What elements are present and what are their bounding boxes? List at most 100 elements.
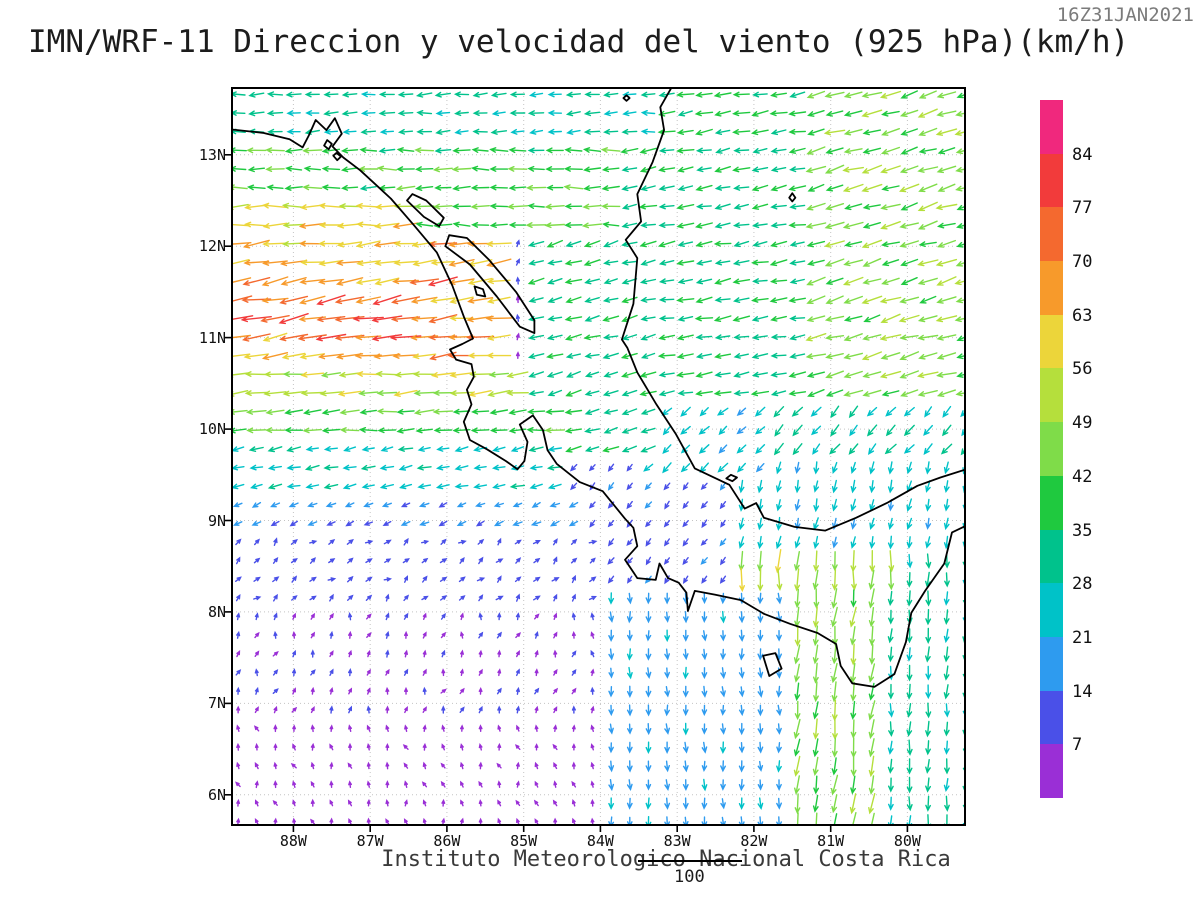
wind-arrow <box>584 446 600 453</box>
wind-arrow <box>881 259 900 267</box>
wind-arrow <box>794 775 800 795</box>
wind-arrow <box>328 538 336 545</box>
wind-arrow <box>906 664 913 682</box>
wind-arrow <box>720 798 726 810</box>
wind-arrow <box>825 147 844 155</box>
wind-arrow <box>533 595 541 601</box>
wind-arrow <box>323 446 338 452</box>
wind-arrow <box>366 817 371 825</box>
wind-arrow <box>924 406 933 418</box>
wind-arrow <box>843 352 863 360</box>
wind-arrow <box>235 576 242 582</box>
wind-arrow <box>770 390 787 397</box>
wind-arrow <box>273 612 278 621</box>
wind-arrow <box>738 816 745 825</box>
wind-arrow <box>582 147 602 153</box>
wind-arrow <box>899 222 919 229</box>
colorbar-segment <box>1040 744 1063 798</box>
wind-arrow <box>770 352 787 359</box>
wind-arrow <box>918 90 937 99</box>
wind-arrow <box>528 91 544 98</box>
wind-arrow <box>435 464 450 471</box>
wind-arrow <box>329 630 334 639</box>
wind-arrow <box>415 221 434 228</box>
wind-arrow <box>571 612 576 621</box>
wind-arrow <box>776 685 782 698</box>
wind-arrow <box>422 686 427 695</box>
wind-arrow <box>677 390 694 396</box>
wind-arrow <box>254 799 259 807</box>
wind-arrow <box>918 241 937 247</box>
wind-arrow <box>720 592 726 605</box>
wind-arrow <box>776 516 782 531</box>
wind-arrow <box>935 203 958 211</box>
wind-arrow <box>699 462 709 474</box>
wind-arrow <box>849 424 858 437</box>
wind-arrow <box>546 371 563 378</box>
wind-arrow <box>452 408 471 415</box>
wind-arrow <box>645 685 652 698</box>
wind-arrow <box>714 129 731 135</box>
wind-arrow <box>343 446 357 452</box>
wind-arrow <box>553 780 558 788</box>
wind-arrow <box>545 147 564 154</box>
wind-arrow <box>392 222 419 229</box>
wind-arrow <box>544 222 565 229</box>
wind-arrow <box>701 611 708 623</box>
wind-arrow <box>553 761 558 770</box>
wind-arrow <box>515 632 522 639</box>
wind-arrow <box>677 110 693 117</box>
wind-arrow <box>770 334 787 340</box>
wind-arrow <box>644 501 653 509</box>
wind-arrow <box>527 203 545 209</box>
wind-arrow <box>770 222 787 229</box>
wind-arrow <box>794 461 801 474</box>
wind-arrow <box>608 816 615 825</box>
wind-arrow <box>831 737 838 758</box>
wind-arrow <box>788 147 806 154</box>
wind-arrow <box>793 738 801 757</box>
wind-arrow <box>869 517 875 530</box>
wind-arrow <box>701 648 708 661</box>
wind-arrow <box>955 261 965 267</box>
wind-arrow <box>329 724 334 732</box>
wind-arrow <box>682 538 689 547</box>
wind-arrow <box>508 222 527 228</box>
wind-arrow <box>682 501 689 509</box>
wind-arrow <box>757 568 764 592</box>
wind-arrow <box>813 517 819 531</box>
wind-arrow <box>733 184 750 191</box>
wind-arrow <box>776 742 782 754</box>
wind-arrow <box>680 406 691 417</box>
wind-arrow <box>640 352 656 359</box>
wind-arrow <box>664 686 670 698</box>
wind-arrow <box>472 91 488 98</box>
wind-arrow <box>664 667 670 679</box>
wind-arrow <box>415 92 433 98</box>
wind-arrow <box>925 646 931 663</box>
wind-arrow <box>880 313 901 323</box>
wind-arrow <box>713 315 732 322</box>
wind-arrow <box>639 278 657 285</box>
wind-arrow <box>900 146 918 155</box>
wind-arrow <box>794 499 801 512</box>
wind-arrow <box>348 687 353 695</box>
wind-arrow <box>849 606 857 628</box>
wind-arrow <box>603 278 618 285</box>
wind-arrow <box>309 557 316 564</box>
wind-arrow <box>732 110 751 117</box>
wind-arrow <box>824 164 845 174</box>
wind-arrow <box>714 371 731 378</box>
wind-arrow <box>757 592 764 605</box>
wind-arrow <box>663 520 671 528</box>
wind-arrow <box>433 427 453 434</box>
wind-arrow <box>789 203 806 210</box>
wind-arrow <box>534 705 539 714</box>
wind-arrow <box>497 612 502 621</box>
wind-arrow <box>640 296 656 303</box>
wind-arrow <box>868 738 875 758</box>
wind-arrow <box>244 221 269 228</box>
wind-arrow <box>588 501 596 509</box>
wind-arrow <box>608 704 614 717</box>
wind-arrow <box>701 723 708 735</box>
